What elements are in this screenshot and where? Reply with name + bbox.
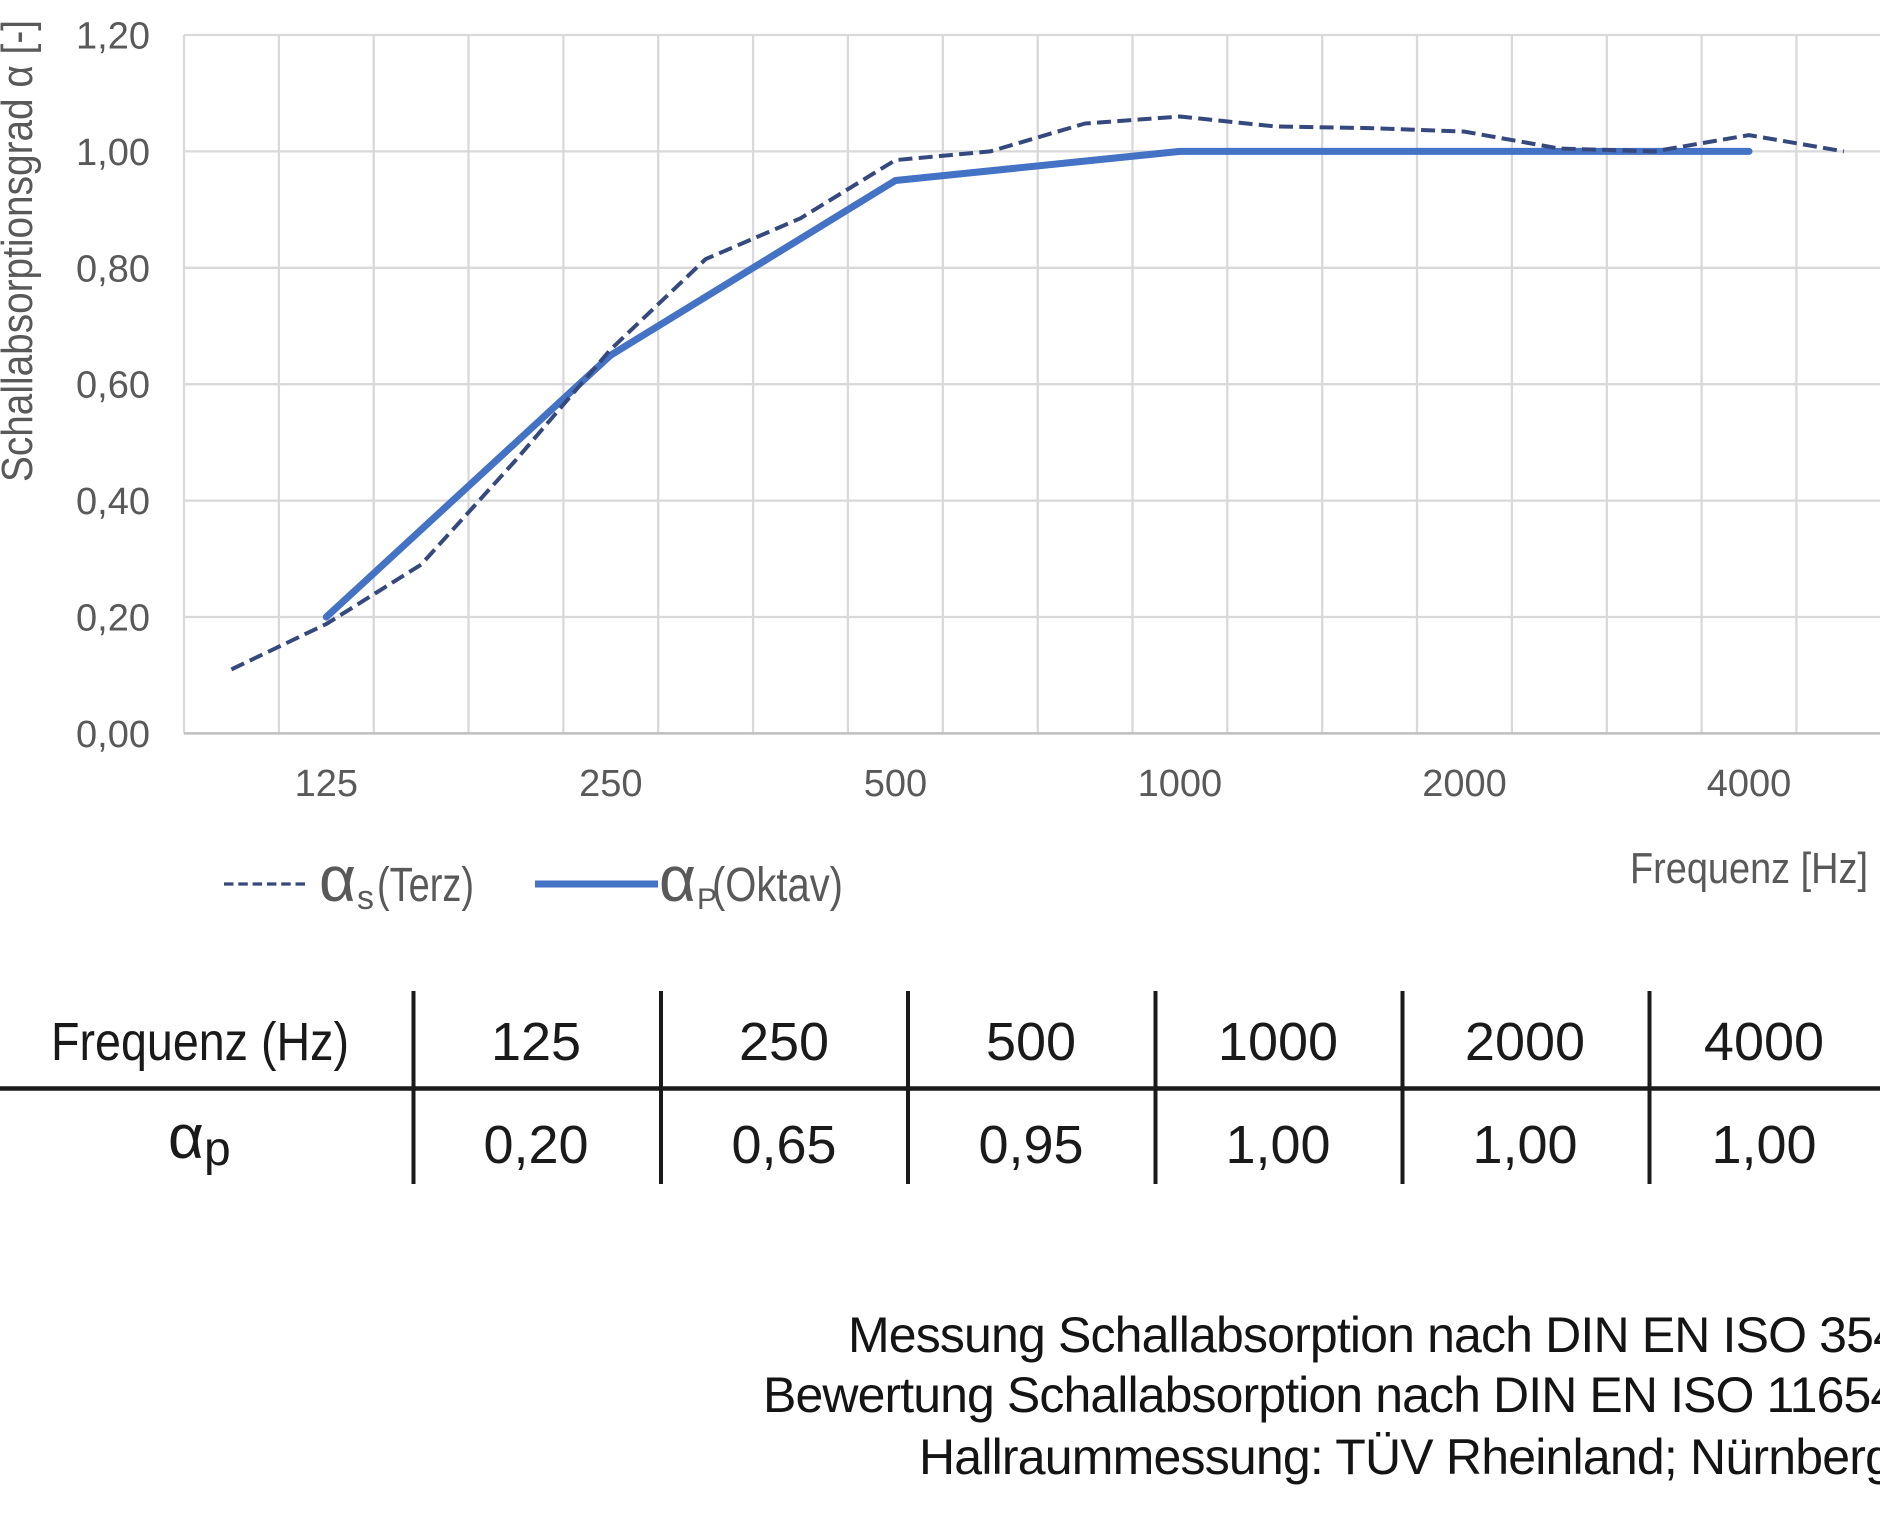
svg-text:2000: 2000 xyxy=(1422,763,1507,805)
svg-text:125: 125 xyxy=(295,763,358,805)
svg-text:1,20: 1,20 xyxy=(76,16,150,58)
svg-text:0,65: 0,65 xyxy=(731,1115,836,1175)
svg-text:p: p xyxy=(204,1123,231,1176)
svg-text:(Terz): (Terz) xyxy=(377,859,474,912)
svg-text:Bewertung Schallabsorption nac: Bewertung Schallabsorption nach DIN EN I… xyxy=(763,1367,1880,1423)
svg-text:4000: 4000 xyxy=(1704,1012,1824,1072)
svg-text:Messung Schallabsorption nach: Messung Schallabsorption nach DIN EN ISO… xyxy=(848,1307,1880,1363)
svg-text:500: 500 xyxy=(864,763,927,805)
svg-text:s: s xyxy=(357,879,374,917)
svg-text:1,00: 1,00 xyxy=(1225,1115,1330,1175)
svg-text:Frequenz (Hz): Frequenz (Hz) xyxy=(51,1012,349,1072)
svg-text:125: 125 xyxy=(491,1012,581,1072)
svg-text:4000: 4000 xyxy=(1707,763,1792,805)
svg-text:0,20: 0,20 xyxy=(76,598,150,640)
svg-text:250: 250 xyxy=(739,1012,829,1072)
svg-text:0,60: 0,60 xyxy=(76,365,150,407)
svg-text:(Oktav): (Oktav) xyxy=(712,859,843,912)
svg-text:250: 250 xyxy=(579,763,642,805)
svg-text:0,20: 0,20 xyxy=(483,1115,588,1175)
svg-text:0,00: 0,00 xyxy=(76,714,150,756)
svg-text:α: α xyxy=(659,843,696,915)
svg-text:1,00: 1,00 xyxy=(1472,1115,1577,1175)
svg-text:1000: 1000 xyxy=(1138,763,1223,805)
svg-text:1,00: 1,00 xyxy=(1711,1115,1816,1175)
svg-text:Frequenz [Hz]: Frequenz [Hz] xyxy=(1630,844,1868,893)
svg-text:α: α xyxy=(168,1103,204,1172)
svg-text:0,40: 0,40 xyxy=(76,481,150,523)
svg-text:α: α xyxy=(319,843,356,915)
svg-text:2000: 2000 xyxy=(1465,1012,1585,1072)
svg-text:1,00: 1,00 xyxy=(76,132,150,174)
svg-text:P: P xyxy=(697,883,717,916)
svg-text:0,95: 0,95 xyxy=(978,1115,1083,1175)
svg-text:Schallabsorptionsgrad α [-]: Schallabsorptionsgrad α [-] xyxy=(0,20,42,482)
svg-text:0,80: 0,80 xyxy=(76,248,150,290)
svg-text:500: 500 xyxy=(986,1012,1076,1072)
svg-text:1000: 1000 xyxy=(1218,1012,1338,1072)
svg-text:Hallraummessung: TÜV Rheinland: Hallraummessung: TÜV Rheinland; Nürnberg xyxy=(919,1429,1880,1485)
